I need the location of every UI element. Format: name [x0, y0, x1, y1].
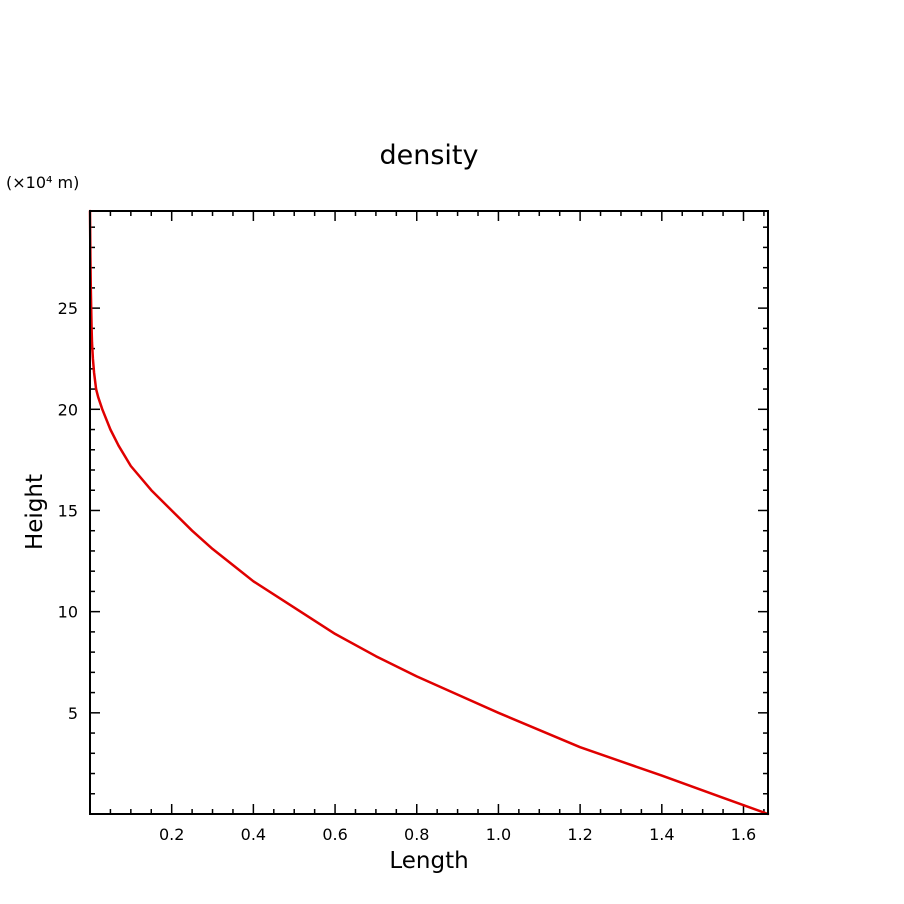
y-tick-label: 5	[68, 704, 78, 723]
x-tick-label: 1.2	[567, 825, 592, 844]
x-tick-label: 1.0	[486, 825, 511, 844]
y-tick-label: 10	[58, 603, 78, 622]
y-tick-label: 20	[58, 400, 78, 419]
y-tick-label: 25	[58, 299, 78, 318]
series-layer	[88, 209, 770, 816]
density-series-line	[88, 209, 770, 816]
x-tick-label: 0.6	[322, 825, 347, 844]
chart-title: density	[380, 140, 479, 171]
plot-frame	[89, 210, 769, 815]
axis-ticks	[90, 211, 768, 814]
x-tick-label: 0.8	[404, 825, 429, 844]
y-unit-label: (×10⁴ m)	[6, 173, 79, 192]
x-tick-label: 1.4	[649, 825, 674, 844]
x-tick-label: 0.2	[159, 825, 184, 844]
x-axis-title: Length	[389, 848, 468, 874]
x-tick-label: 1.6	[731, 825, 756, 844]
y-tick-label: 15	[58, 501, 78, 520]
x-tick-label: 0.4	[241, 825, 266, 844]
axis-tick-labels: 0.2 0.4 0.6 0.8 1.0 1.2 1.4 1.6 5 10 15 20 25	[58, 299, 757, 844]
y-axis-title: Height	[22, 474, 48, 550]
